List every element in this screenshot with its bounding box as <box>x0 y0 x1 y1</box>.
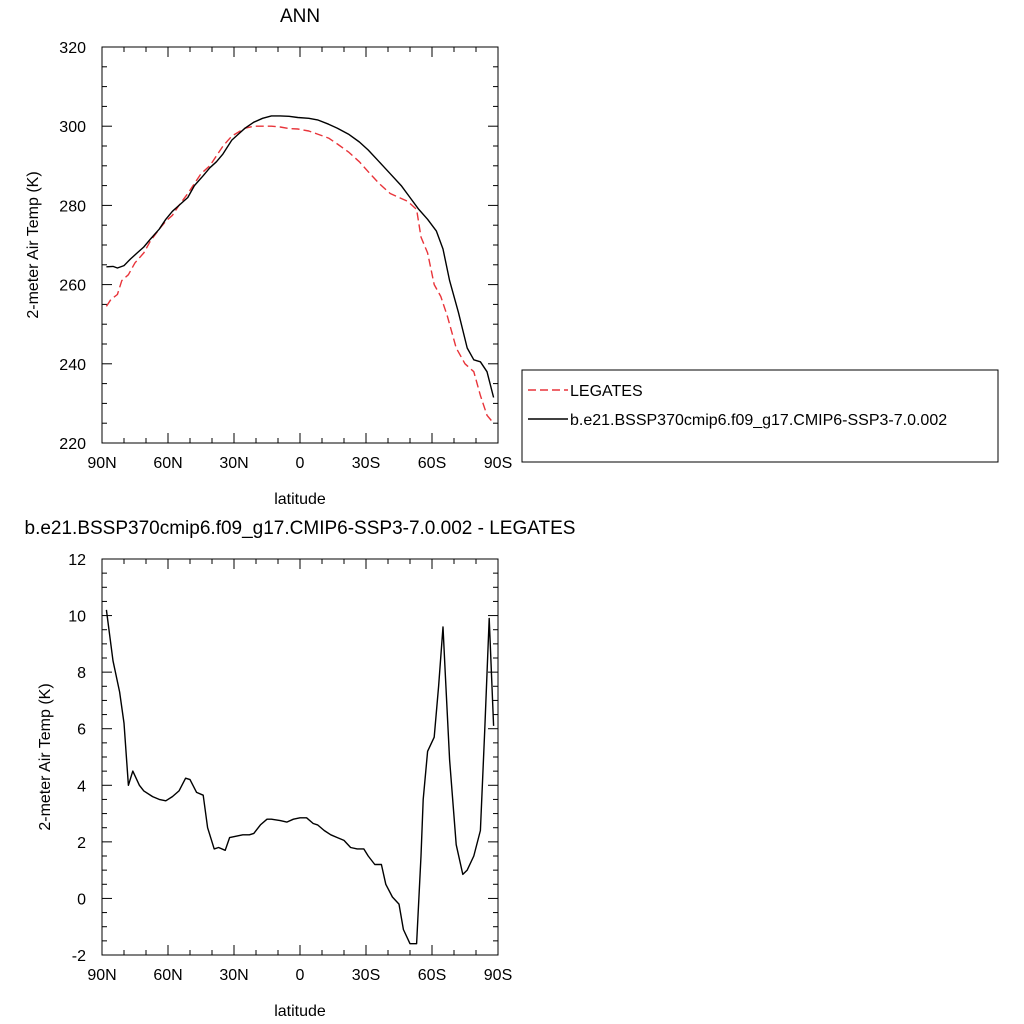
top-plot-ann: ANN 90N 60N 30N 0 30S 60S 90S 220 240 260 280 300 320… <box>25 6 512 508</box>
y-tick-label: 280 <box>59 198 86 215</box>
y-tick-label: 240 <box>59 357 86 374</box>
series-line-b-e21-bssp370cmip6-f09-g17-cmip6-ssp3-7-0-002 <box>106 115 495 398</box>
y-tick-label: 300 <box>59 119 86 136</box>
series-line-legates <box>105 125 495 424</box>
x-tick-label: 30S <box>352 967 380 984</box>
x-tick-label: 90N <box>87 455 116 472</box>
x-tick-label: 60N <box>153 967 182 984</box>
y-axis-label: 2-meter Air Temp (K) <box>37 683 54 830</box>
x-tick-label: 90S <box>484 967 512 984</box>
y-tick-label: 220 <box>59 436 86 453</box>
y-tick-label: 10 <box>68 609 86 626</box>
legend-entry-label: b.e21.BSSP370cmip6.f09_g17.CMIP6-SSP3-7.… <box>570 412 947 429</box>
x-tick-label: 30N <box>219 455 248 472</box>
plot-frame <box>101 46 499 444</box>
y-tick-label: -2 <box>72 948 86 965</box>
x-tick-label: 0 <box>296 455 305 472</box>
x-tick-label: 90N <box>87 967 116 984</box>
y-tick-label: 12 <box>68 552 86 569</box>
y-tick-label: 6 <box>77 722 86 739</box>
chart-title: ANN <box>280 6 320 27</box>
bottom-plot-difference: b.e21.BSSP370cmip6.f09_g17.CMIP6-SSP3-7.… <box>25 518 576 1020</box>
x-tick-label: 30S <box>352 455 380 472</box>
x-tick-label: 60S <box>418 455 446 472</box>
y-tick-label: 2 <box>77 835 86 852</box>
legend: LEGATES b.e21.BSSP370cmip6.f09_g17.CMIP6-… <box>521 369 999 463</box>
y-tick-label: 8 <box>77 665 86 682</box>
y-axis-label: 2-meter Air Temp (K) <box>25 171 42 318</box>
legend-entry-label: LEGATES <box>570 383 643 400</box>
y-tick-label: 0 <box>77 891 86 908</box>
chart-title: b.e21.BSSP370cmip6.f09_g17.CMIP6-SSP3-7.… <box>25 518 576 539</box>
legend-box <box>521 369 999 463</box>
plot-frame <box>101 558 499 956</box>
x-tick-label: 60N <box>153 455 182 472</box>
x-tick-label: 0 <box>296 967 305 984</box>
x-axis-label: latitude <box>274 491 326 508</box>
y-tick-label: 260 <box>59 278 86 295</box>
x-axis-label: latitude <box>274 1003 326 1020</box>
x-tick-label: 90S <box>484 455 512 472</box>
x-tick-label: 60S <box>418 967 446 984</box>
series-line-difference <box>105 609 495 945</box>
x-tick-label: 30N <box>219 967 248 984</box>
y-tick-label: 4 <box>77 778 86 795</box>
y-tick-label: 320 <box>59 40 86 57</box>
